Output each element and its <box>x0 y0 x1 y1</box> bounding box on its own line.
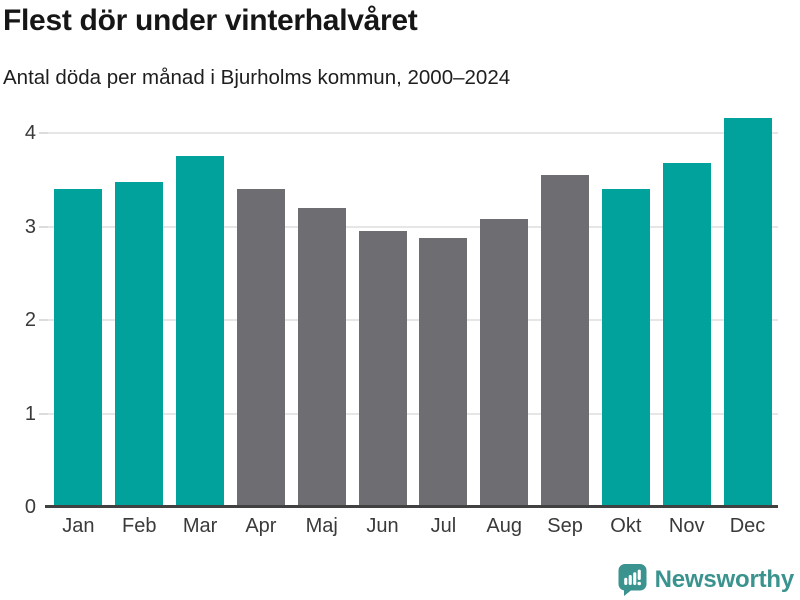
bar-Nov <box>662 163 711 507</box>
y-axis-label-2: 2 <box>24 309 36 332</box>
bar-slot-Jun <box>352 110 413 507</box>
bar-slot-Maj <box>291 110 352 507</box>
bar-slot-Dec <box>717 110 778 507</box>
gridline-3 <box>48 225 778 228</box>
y-axis-ticks <box>39 110 48 507</box>
x-axis-label-Sep: Sep <box>547 515 583 537</box>
bar-Maj <box>297 208 346 507</box>
bar-Feb <box>115 181 164 507</box>
y-axis-label-3: 3 <box>24 215 36 238</box>
y-axis-label-1: 1 <box>24 402 36 425</box>
bar-Okt <box>601 189 650 507</box>
gridline-4 <box>48 132 778 135</box>
x-axis-label-Okt: Okt <box>610 515 642 537</box>
x-axis-labels: Jan Feb Mar Apr Maj Jun Jul Aug Sep Okt Nov Dec <box>48 515 778 538</box>
brand-footer: Newsworthy <box>618 564 794 596</box>
brand-name: Newsworthy <box>654 566 795 593</box>
bar-Dec <box>723 118 772 507</box>
gridline-1 <box>48 412 778 415</box>
gridline-2 <box>48 319 778 322</box>
x-axis-label-Jan: Jan <box>62 515 95 537</box>
x-axis-label-Jul: Jul <box>430 515 457 537</box>
bars-layer <box>48 110 778 507</box>
x-axis-label-Aug: Aug <box>486 515 522 537</box>
y-tick-2 <box>39 319 48 322</box>
chart-title: Flest dör under vinterhalvåret <box>3 4 418 37</box>
bar-slot-Sep <box>535 110 596 507</box>
x-axis-label-Apr: Apr <box>245 515 277 537</box>
x-axis-label-Mar: Mar <box>182 515 218 537</box>
bar-Jan <box>54 189 103 507</box>
x-axis-label-Feb: Feb <box>122 515 157 537</box>
bar-slot-Nov <box>656 110 717 507</box>
bar-Apr <box>236 189 285 507</box>
bar-slot-Okt <box>595 110 656 507</box>
bar-slot-Mar <box>170 110 231 507</box>
y-axis-label-0: 0 <box>24 496 36 518</box>
x-axis-label-Nov: Nov <box>668 515 705 537</box>
y-axis-label-4: 4 <box>24 122 36 145</box>
x-axis-label-Jun: Jun <box>366 515 399 537</box>
x-axis-label-Maj: Maj <box>305 515 338 537</box>
bar-slot-Apr <box>230 110 291 507</box>
x-axis-label-Dec: Dec <box>729 515 766 537</box>
bar-slot-Aug <box>474 110 535 507</box>
bar-slot-Jul <box>413 110 474 507</box>
chart-subtitle: Antal döda per månad i Bjurholms kommun,… <box>3 66 511 89</box>
y-tick-4 <box>39 132 48 135</box>
y-tick-3 <box>39 225 48 228</box>
y-axis-labels: 0 1 2 3 4 <box>0 110 36 518</box>
bar-Jul <box>419 238 468 507</box>
x-axis-line <box>45 505 778 508</box>
bar-Jun <box>358 230 407 507</box>
bar-Aug <box>480 219 529 507</box>
bar-Sep <box>541 174 590 507</box>
newsworthy-logo-icon <box>618 564 647 596</box>
y-tick-1 <box>39 412 48 415</box>
bar-Mar <box>176 155 225 507</box>
plot-area <box>48 110 778 507</box>
bar-slot-Jan <box>48 110 109 507</box>
bar-slot-Feb <box>109 110 170 507</box>
